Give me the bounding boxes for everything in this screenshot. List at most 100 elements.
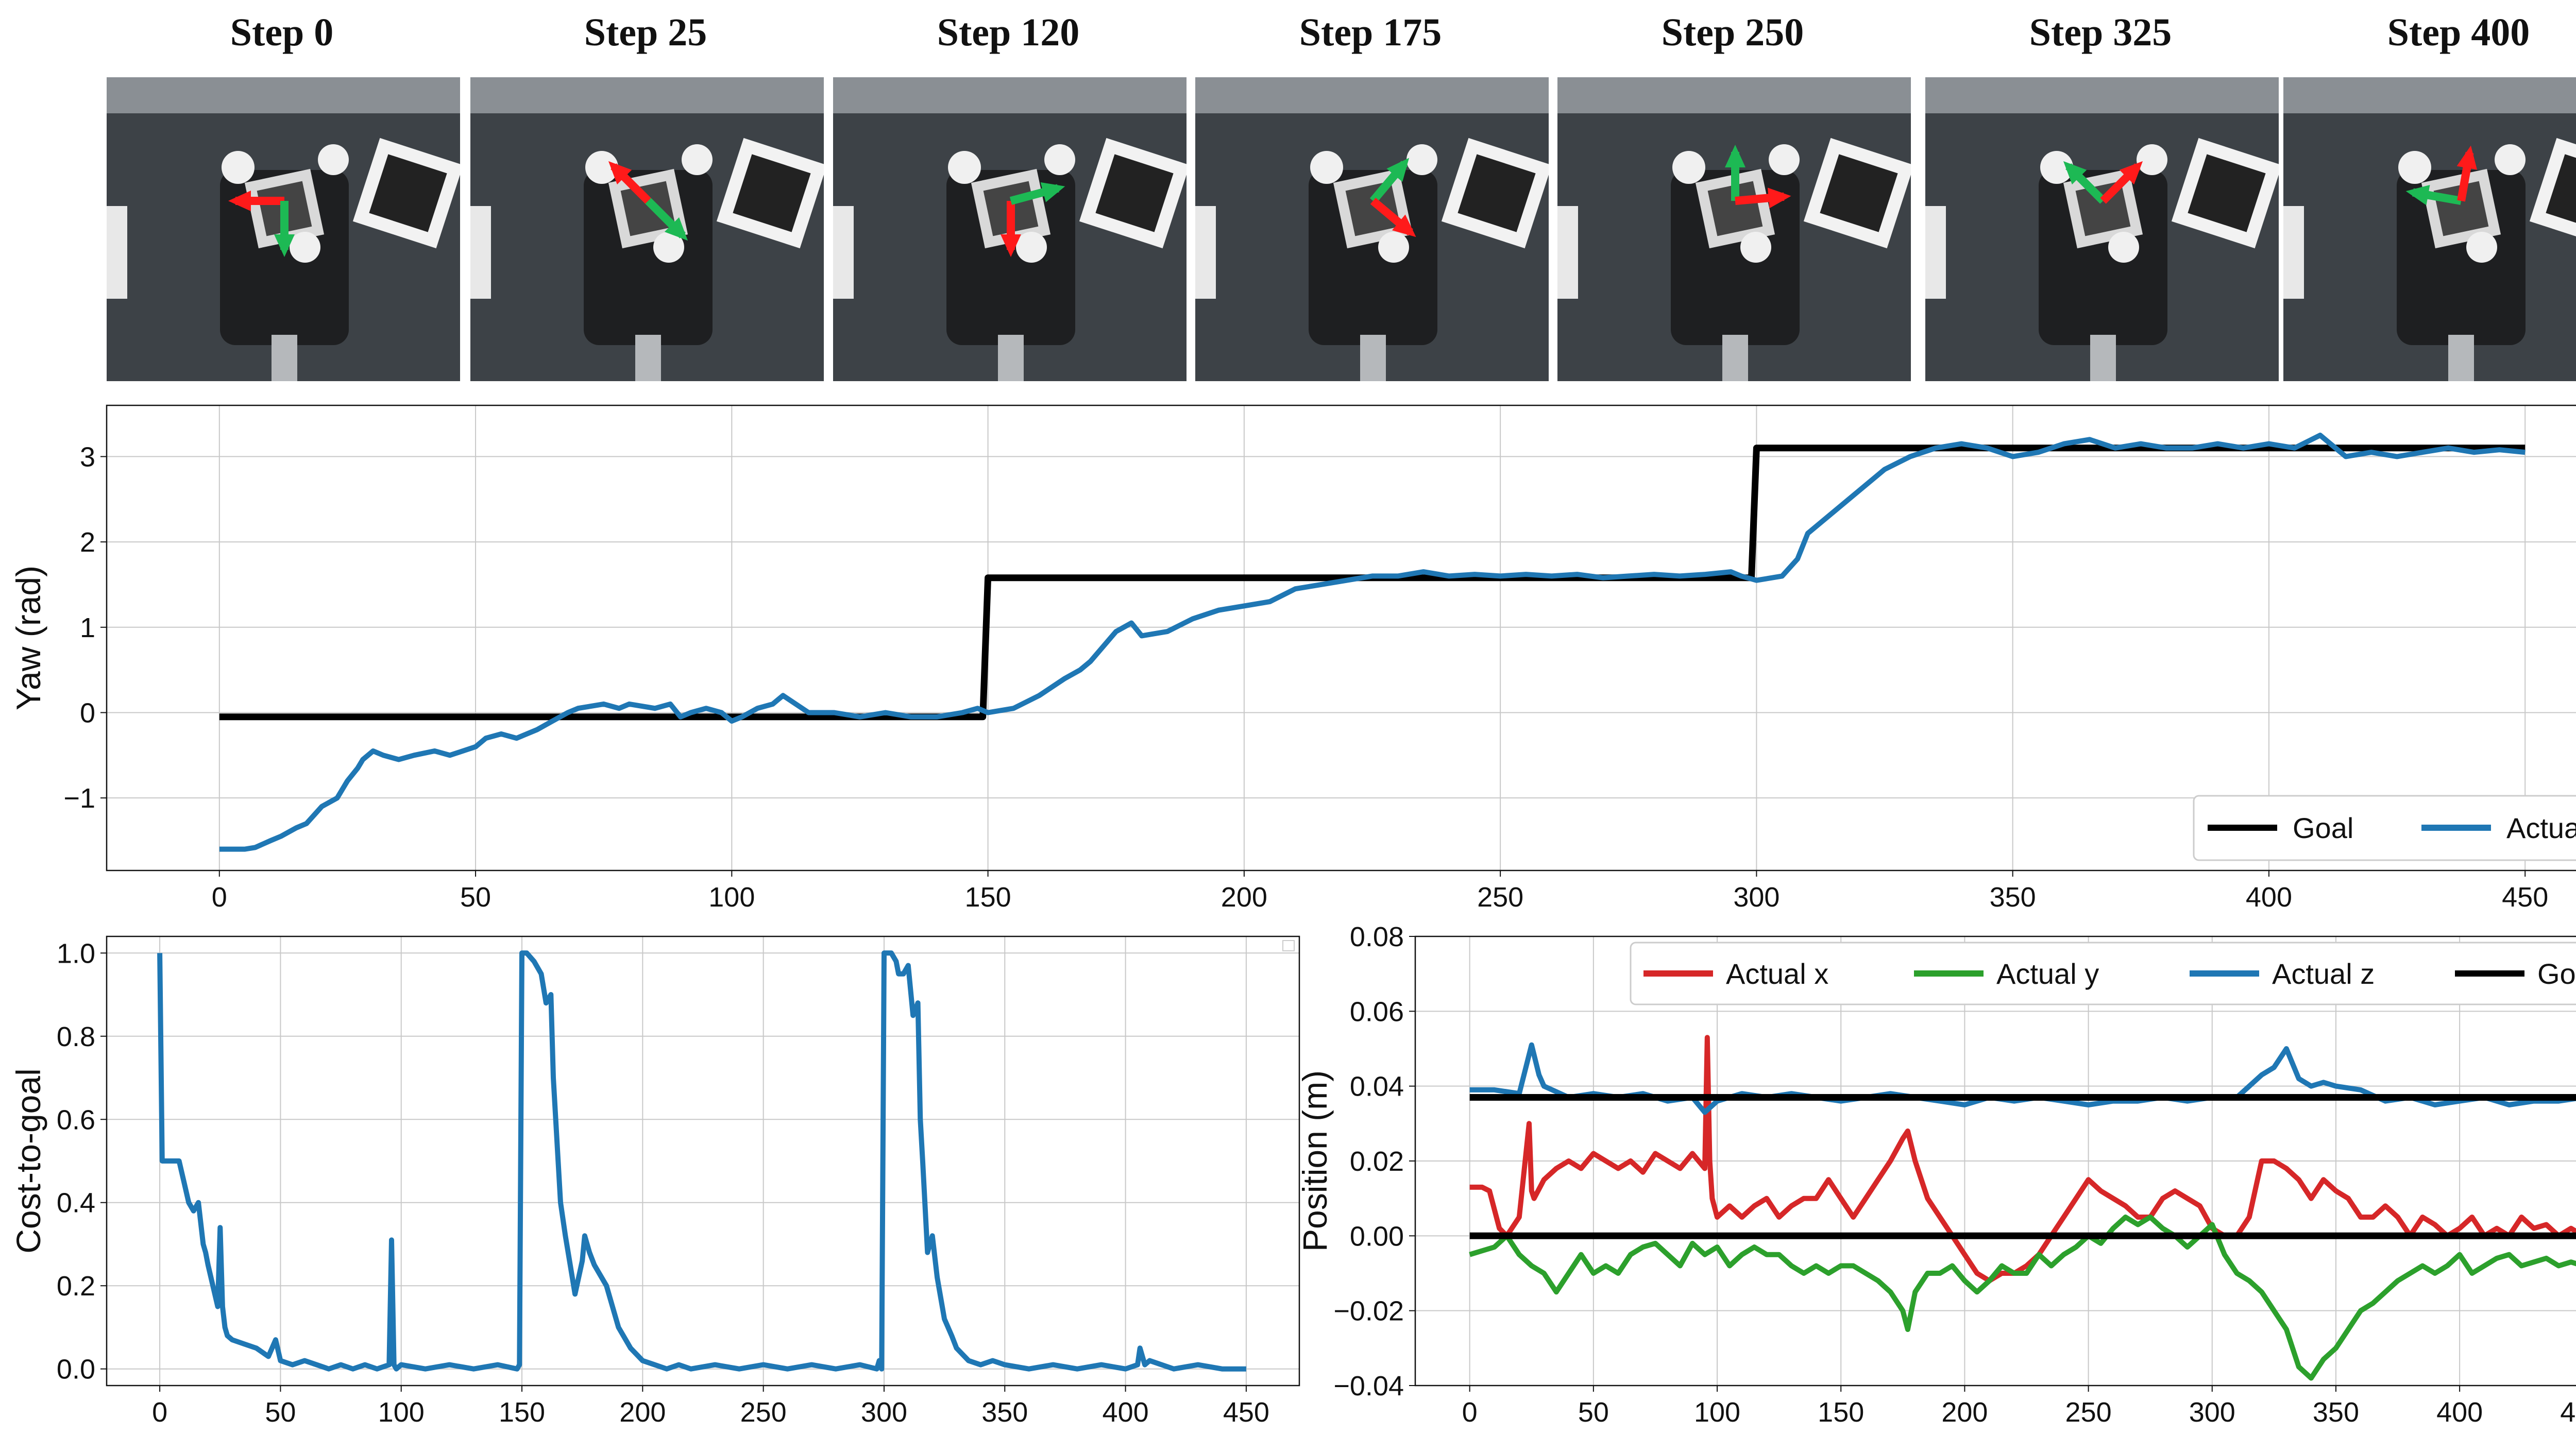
empty-legend-box	[1282, 940, 1295, 951]
legend-box	[2193, 795, 2576, 861]
fingertip	[222, 151, 255, 184]
camera-frame-4	[1557, 77, 1911, 381]
marker-tag-pattern	[1820, 154, 1898, 232]
paper-sheet	[1925, 206, 1946, 299]
red-arrow-head	[1001, 234, 1021, 257]
y-axis-label: Cost-to-goal	[9, 1068, 47, 1254]
legend-label: Actual y	[1996, 958, 2099, 990]
step-title-1: Step 25	[584, 11, 707, 54]
fingertip	[682, 144, 713, 175]
series-cost-to-goal	[157, 950, 1246, 1372]
fingertip	[948, 151, 981, 184]
x-tick-label: 400	[1103, 1397, 1149, 1428]
paper-sheet	[1557, 206, 1578, 299]
camera-frame-1	[470, 77, 824, 381]
green-arrow-head	[274, 234, 295, 257]
red-arrow-head	[228, 191, 251, 211]
step-title-5: Step 325	[2029, 11, 2172, 54]
step-title-6: Step 400	[2387, 11, 2530, 54]
y-tick-label: 0.2	[57, 1271, 95, 1302]
plot-frame	[106, 404, 2576, 872]
x-tick-label: 450	[1223, 1397, 1269, 1428]
fingertip	[2466, 232, 2497, 263]
marker-tag-pattern	[2188, 154, 2266, 232]
x-tick-label: 150	[965, 882, 1011, 913]
fingertip	[1406, 144, 1437, 175]
plot-frame	[1414, 935, 2576, 1387]
fingertip	[1740, 232, 1771, 263]
fingertip	[2137, 144, 2167, 175]
fingertip	[1310, 151, 1343, 184]
marker-tag	[2529, 138, 2576, 249]
x-tick-label: 200	[1221, 882, 1267, 913]
robot-wrist	[272, 335, 297, 381]
paper-sheet	[833, 206, 854, 299]
legend-label: Actual	[2506, 812, 2576, 844]
fingertip	[2495, 144, 2526, 175]
x-tick-label: 0	[1462, 1397, 1478, 1428]
camera-frame-3	[1195, 77, 1549, 381]
y-tick-label: −0.04	[1333, 1371, 1404, 1402]
y-tick-label: 0.08	[1350, 921, 1404, 952]
table-rail	[1925, 77, 2279, 113]
cube-face-pattern	[1345, 181, 1401, 236]
fingertip	[1378, 232, 1409, 263]
y-axis-label: Position (m)	[1296, 1070, 1334, 1252]
robot-wrist	[2448, 335, 2474, 381]
table-rail	[107, 77, 460, 113]
x-tick-label: 0	[152, 1397, 167, 1428]
robot-wrist	[635, 335, 661, 381]
cube-face-pattern	[1707, 181, 1763, 236]
x-tick-label: 250	[2065, 1397, 2112, 1428]
green-arrow-head	[2405, 185, 2430, 206]
series-goal	[219, 445, 2526, 721]
step-title-4: Step 250	[1661, 11, 1804, 54]
x-tick-label: 450	[2560, 1397, 2576, 1428]
table-rail	[833, 77, 1187, 113]
plot-frame	[106, 935, 1300, 1387]
fingertip	[1016, 232, 1047, 263]
step-title-0: Step 0	[230, 11, 334, 54]
x-tick-label: 450	[2502, 882, 2548, 913]
x-tick-label: 100	[1694, 1397, 1740, 1428]
x-tick-label: 150	[1818, 1397, 1864, 1428]
fingertip	[1769, 144, 1800, 175]
y-tick-label: −1	[63, 783, 95, 814]
table-rail	[1557, 77, 1911, 113]
x-tick-label: 350	[1990, 882, 2036, 913]
red-arrow-head	[1768, 187, 1791, 209]
green-arrow-head	[1040, 182, 1065, 202]
legend-box	[1630, 942, 2576, 1005]
legend-label: Actual z	[2272, 958, 2375, 990]
y-tick-label: 0.06	[1350, 996, 1404, 1027]
series-actual	[219, 433, 2526, 852]
step-title-2: Step 120	[937, 11, 1080, 54]
fingertip	[290, 232, 320, 263]
red-arrow-head	[608, 161, 632, 185]
x-tick-label: 400	[2246, 882, 2292, 913]
marker-tag-pattern	[369, 154, 447, 232]
series-actual-z	[1469, 1042, 2576, 1115]
fingertip	[2108, 232, 2139, 263]
paper-sheet	[107, 206, 127, 299]
y-tick-label: 0.8	[57, 1021, 95, 1052]
x-tick-label: 50	[1578, 1397, 1609, 1428]
table-rail	[470, 77, 824, 113]
marker-tag-pattern	[2546, 154, 2576, 232]
green-arrow-head	[1725, 145, 1745, 167]
fingertip	[1044, 144, 1075, 175]
y-tick-label: 0.4	[57, 1188, 95, 1219]
y-tick-label: 1	[80, 612, 95, 643]
y-tick-label: 0.6	[57, 1104, 95, 1135]
green-arrow-head	[664, 217, 688, 241]
cost-chart: 0 50 100 150 200 250 300 350 400 450 0.0 0.2 0.4 0.6 0…	[9, 935, 1300, 1428]
x-tick-label: 400	[2436, 1397, 2483, 1428]
robot-wrist	[2090, 335, 2116, 381]
paper-sheet	[1195, 206, 1216, 299]
cube-face-pattern	[620, 181, 676, 236]
camera-frame-5	[1925, 77, 2279, 381]
x-tick-label: 200	[1941, 1397, 1988, 1428]
green-arrow-head	[2063, 161, 2087, 185]
x-tick-label: 100	[708, 882, 755, 913]
camera-frame-0	[107, 77, 460, 381]
